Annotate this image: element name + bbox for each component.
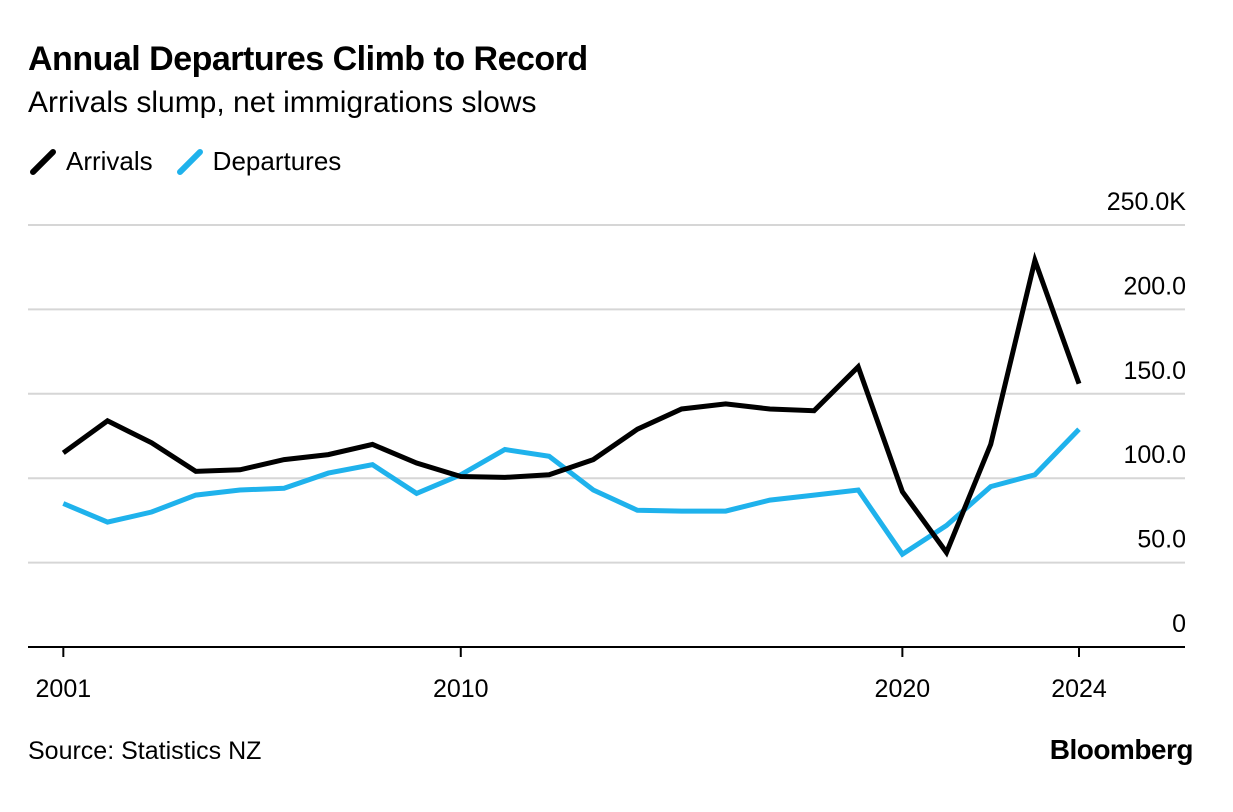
- legend-item-departures: Departures: [175, 146, 342, 177]
- chart-subtitle: Arrivals slump, net immigrations slows: [28, 86, 537, 119]
- x-tick-label: 2010: [433, 675, 489, 703]
- series-line-arrivals: [61, 251, 1082, 558]
- y-tick-label: 150.0: [1123, 357, 1186, 385]
- y-tick-label: 250.0K: [1107, 188, 1187, 216]
- legend-swatch-arrivals: [30, 148, 56, 175]
- series-line-departures: [62, 427, 1081, 558]
- legend-item-arrivals: Arrivals: [28, 146, 153, 177]
- brand-logo: Bloomberg: [1049, 734, 1194, 765]
- legend-label-arrivals: Arrivals: [66, 146, 153, 176]
- legend-swatch-departures: [176, 148, 203, 175]
- chart-title: Annual Departures Climb to Record: [28, 40, 588, 78]
- x-tick-label: 2020: [875, 675, 931, 703]
- y-tick-label: 200.0: [1123, 272, 1186, 300]
- y-tick-label: 0: [1172, 610, 1186, 638]
- x-tick-label: 2001: [36, 675, 92, 703]
- y-tick-label: 100.0: [1123, 441, 1186, 469]
- legend-label-departures: Departures: [212, 146, 342, 176]
- legend: Arrivals Departures: [28, 146, 363, 177]
- source-note: Source: Statistics NZ: [28, 737, 262, 765]
- y-tick-label: 50.0: [1137, 526, 1186, 554]
- x-tick-label: 2024: [1051, 675, 1107, 703]
